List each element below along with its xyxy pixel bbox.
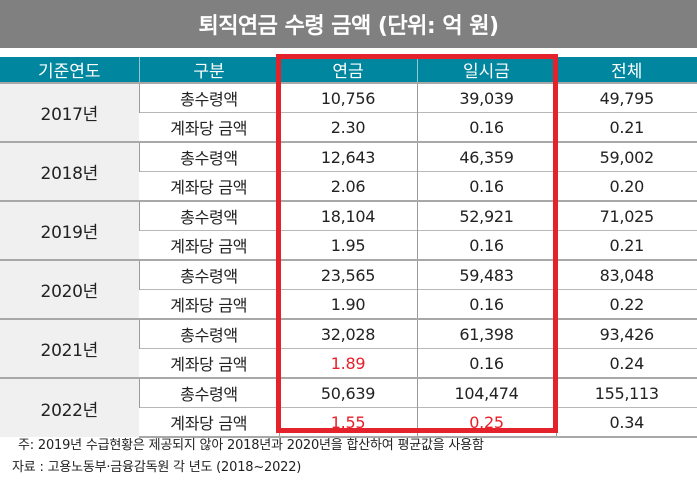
row-label: 총수령액 [138, 141, 279, 172]
row-label: 총수령액 [138, 200, 279, 231]
total-value: 49,795 [555, 82, 697, 113]
pension-table: 기준연도 구분 연금 일시금 전체 2017년 총수령액 10,756 39,0… [0, 57, 697, 438]
table-row: 2017년 총수령액 10,756 39,039 49,795 [0, 82, 697, 142]
header-total: 전체 [555, 57, 697, 83]
table-row: 2020년 총수령액 23,565 59,483 83,048 [0, 259, 697, 319]
header-annuity: 연금 [278, 57, 417, 83]
total-value: 93,426 [555, 318, 697, 349]
lump-sum-value: 0.16 [416, 289, 556, 319]
annuity-value: 2.30 [278, 112, 417, 142]
total-value: 155,113 [555, 377, 697, 408]
annuity-value-highlighted: 1.55 [278, 407, 417, 438]
annuity-value: 32,028 [278, 318, 417, 349]
annuity-value: 2.06 [278, 171, 417, 201]
row-label: 총수령액 [138, 259, 279, 290]
header-base-year: 기준연도 [0, 57, 139, 83]
row-label: 계좌당 금액 [139, 289, 279, 319]
annuity-value: 1.95 [278, 230, 417, 260]
lump-sum-value: 39,039 [416, 82, 556, 113]
annuity-value: 50,639 [278, 377, 417, 408]
annuity-value: 12,643 [278, 141, 417, 172]
lump-sum-value: 61,398 [416, 318, 556, 349]
table-row: 2018년 총수령액 12,643 46,359 59,002 [0, 141, 697, 201]
row-label: 계좌당 금액 [139, 112, 279, 142]
header-lump-sum: 일시금 [416, 57, 556, 83]
header-category: 구분 [138, 57, 279, 83]
footnote: 주: 2019년 수급현황은 제공되지 않아 2018년과 2020년을 합산하… [18, 438, 484, 453]
row-label: 계좌당 금액 [139, 348, 279, 378]
row-label: 계좌당 금액 [139, 171, 279, 201]
year-cell: 2022년 [0, 377, 139, 437]
row-label: 총수령액 [138, 82, 279, 113]
total-value: 0.34 [555, 407, 697, 438]
total-value: 0.22 [555, 289, 697, 319]
lump-sum-value: 0.16 [416, 171, 556, 201]
annuity-value: 23,565 [278, 259, 417, 290]
total-value: 0.21 [555, 112, 697, 142]
row-label: 계좌당 금액 [139, 230, 279, 260]
annuity-value: 18,104 [278, 200, 417, 231]
table-row: 계좌당 금액 2.30 0.16 0.21 [0, 112, 697, 142]
table-header-row: 기준연도 구분 연금 일시금 전체 [0, 57, 697, 83]
lump-sum-value: 0.16 [416, 348, 556, 378]
table-row: 계좌당 금액 1.95 0.16 0.21 [0, 230, 697, 260]
row-label: 총수령액 [138, 318, 279, 349]
annuity-value: 10,756 [278, 82, 417, 113]
footnotes: 주: 2019년 수급현황은 제공되지 않아 2018년과 2020년을 합산하… [0, 435, 697, 479]
table-row: 2019년 총수령액 18,104 52,921 71,025 [0, 200, 697, 260]
source-note: 자료 : 고용노동부·금융감독원 각 년도 (2018~2022) [12, 460, 302, 475]
table-row: 2022년 총수령액 50,639 104,474 155,113 [0, 377, 697, 437]
year-cell: 2017년 [0, 82, 139, 142]
table-row: 2021년 총수령액 32,028 61,398 93,426 [0, 318, 697, 378]
total-value: 83,048 [555, 259, 697, 290]
year-cell: 2021년 [0, 318, 139, 378]
row-label: 계좌당 금액 [139, 407, 279, 438]
lump-sum-value: 104,474 [416, 377, 556, 408]
year-cell: 2018년 [0, 141, 139, 201]
lump-sum-value: 0.16 [416, 112, 556, 142]
table-row: 계좌당 금액 1.90 0.16 0.22 [0, 289, 697, 319]
total-value: 0.20 [555, 171, 697, 201]
lump-sum-value-highlighted: 0.25 [416, 407, 556, 438]
table-row: 계좌당 금액 2.06 0.16 0.20 [0, 171, 697, 201]
page-title: 퇴직연금 수령 금액 (단위: 억 원) [0, 0, 697, 48]
lump-sum-value: 46,359 [416, 141, 556, 172]
total-value: 59,002 [555, 141, 697, 172]
lump-sum-value: 59,483 [416, 259, 556, 290]
row-label: 총수령액 [138, 377, 279, 408]
total-value: 71,025 [555, 200, 697, 231]
lump-sum-value: 0.16 [416, 230, 556, 260]
annuity-value-highlighted: 1.89 [278, 348, 417, 378]
lump-sum-value: 52,921 [416, 200, 556, 231]
year-cell: 2020년 [0, 259, 139, 319]
year-cell: 2019년 [0, 200, 139, 260]
total-value: 0.24 [555, 348, 697, 378]
table-row: 계좌당 금액 1.89 0.16 0.24 [0, 348, 697, 378]
annuity-value: 1.90 [278, 289, 417, 319]
total-value: 0.21 [555, 230, 697, 260]
